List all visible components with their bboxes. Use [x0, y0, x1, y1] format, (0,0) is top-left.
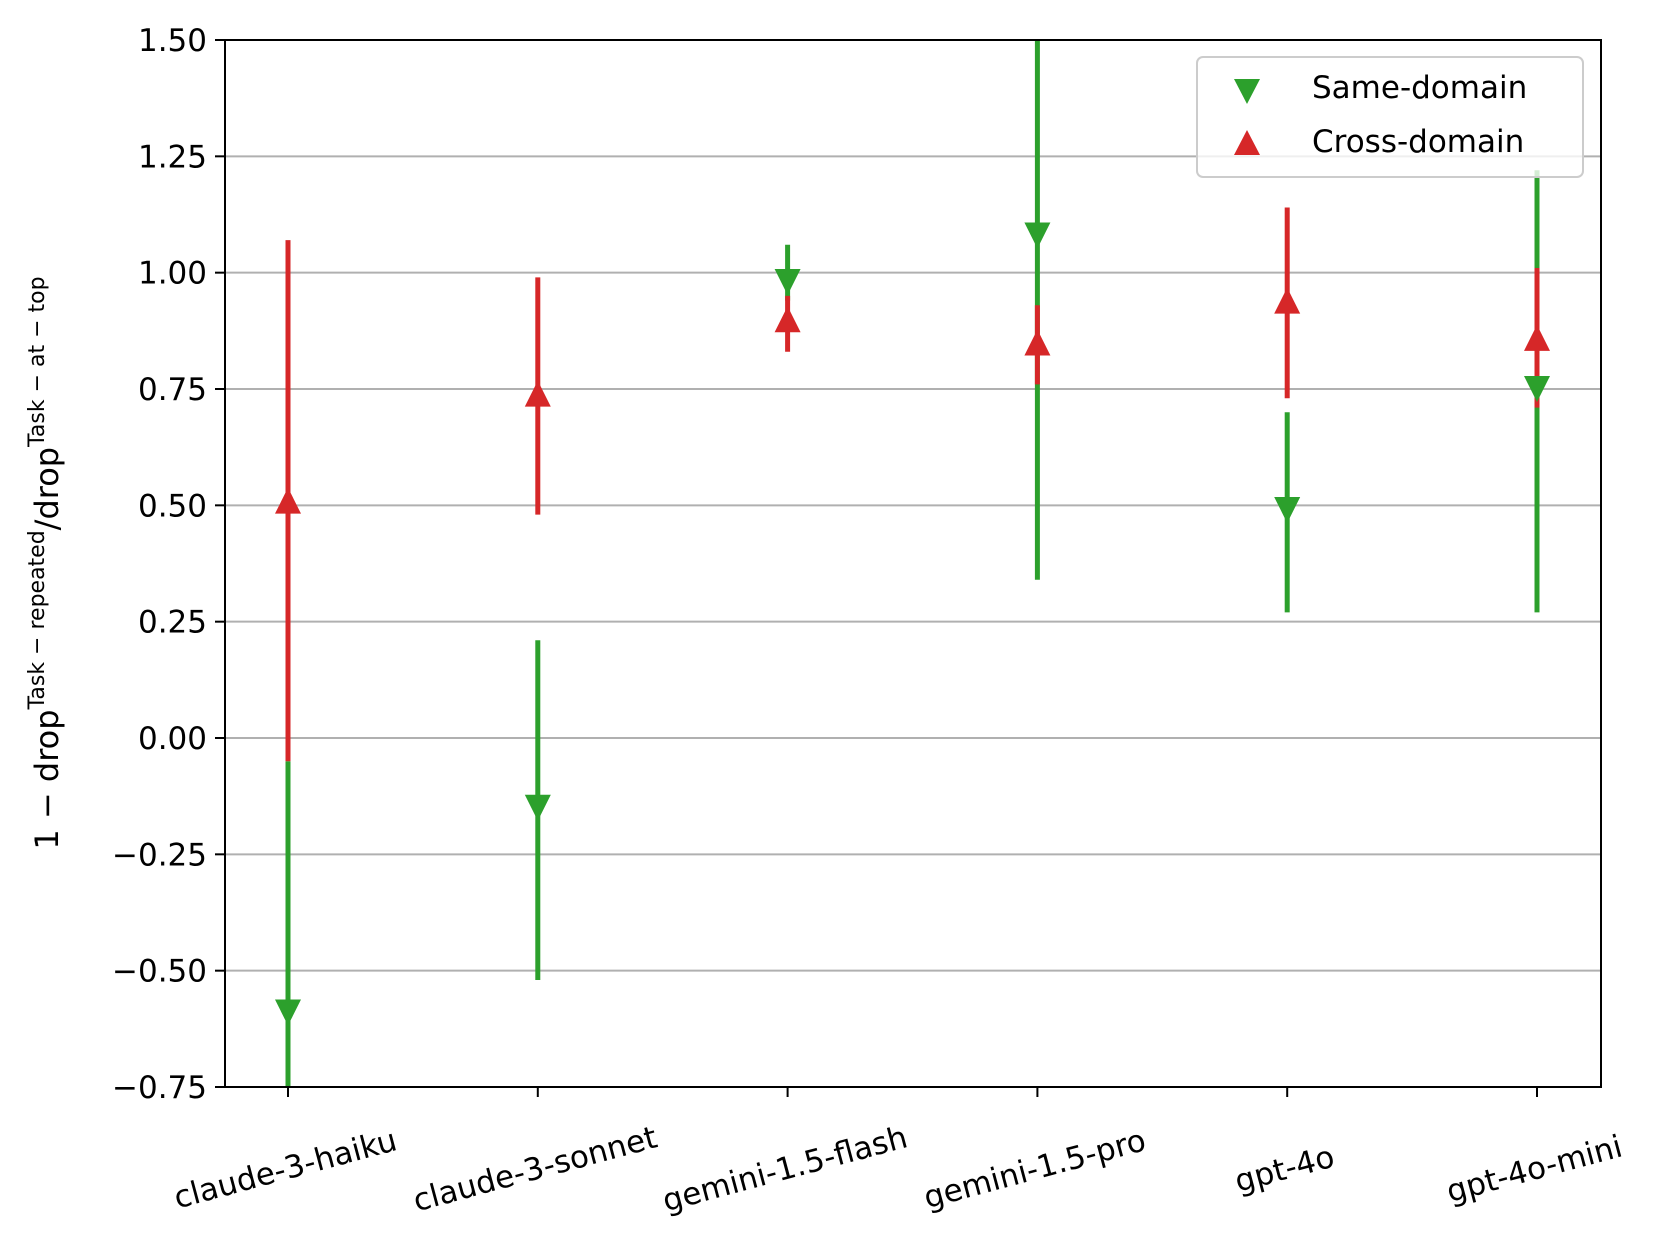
x-tick-label: gpt-4o-mini	[1443, 1129, 1626, 1210]
grid-layer	[225, 39, 1601, 1088]
same-domain-marker	[1524, 376, 1550, 402]
marker-layer	[275, 222, 1550, 1026]
y-tick-label: 0.50	[138, 488, 207, 524]
y-tick-label: 1.50	[138, 23, 207, 59]
y-tick-label: −0.50	[112, 954, 207, 990]
plot-frame	[224, 39, 1602, 1088]
y-tick-label: 0.00	[138, 721, 207, 757]
y-tick-label: 1.25	[138, 139, 207, 175]
y-tick-label: −0.75	[112, 1070, 207, 1106]
y-axis-label-mid: /drop	[28, 447, 66, 530]
cross-domain-marker	[1524, 324, 1550, 351]
legend: Same-domain Cross-domain	[1196, 56, 1584, 178]
legend-cross-domain-marker	[1234, 130, 1260, 155]
same-domain-marker	[524, 794, 551, 821]
cross-domain-marker	[1024, 329, 1051, 356]
x-tick-label: claude-3-sonnet	[409, 1119, 661, 1219]
y-axis-label-sup1: Task − repeated	[25, 530, 50, 710]
same-domain-marker	[774, 268, 801, 295]
cross-domain-marker	[524, 380, 551, 407]
same-domain-marker	[275, 999, 301, 1026]
y-tick-label: 0.25	[138, 605, 207, 641]
x-axis-ticks: claude-3-haiku claude-3-sonnetgemini-1.5-…	[170, 1087, 1626, 1219]
x-tick-label: gemini-1.5-flash	[659, 1119, 912, 1219]
same-domain-marker	[1274, 496, 1301, 523]
y-tick-label: −0.25	[112, 837, 207, 873]
cross-domain-marker	[275, 487, 301, 514]
y-axis-label-base: 1 − drop	[28, 709, 66, 849]
legend-box	[1196, 56, 1584, 178]
x-tick-label: gemini-1.5-pro	[920, 1122, 1150, 1216]
errorbar-layer	[285, 40, 1540, 1087]
legend-cross-domain-label: Cross-domain	[1312, 124, 1524, 160]
x-tick-label: gpt-4o	[1231, 1139, 1338, 1200]
same-domain-marker	[1024, 222, 1051, 249]
y-axis-ticks: −0.75 −0.50 −0.25 0.00 0.25 0.50 0.75 1.00 1.25 1…	[112, 23, 225, 1106]
legend-same-domain-marker	[1234, 79, 1260, 104]
legend-same-domain-label: Same-domain	[1312, 70, 1527, 106]
x-tick-label: claude-3-haiku	[170, 1122, 401, 1216]
y-axis-label-sup2: Task − at − top	[25, 276, 50, 447]
y-tick-label: 0.75	[138, 372, 207, 408]
y-axis-label: 1 − dropTask − repeated/dropTask − at − …	[25, 276, 66, 849]
y-tick-label: 1.00	[138, 256, 207, 292]
cross-domain-marker	[774, 306, 801, 333]
cross-domain-marker	[1274, 287, 1301, 314]
